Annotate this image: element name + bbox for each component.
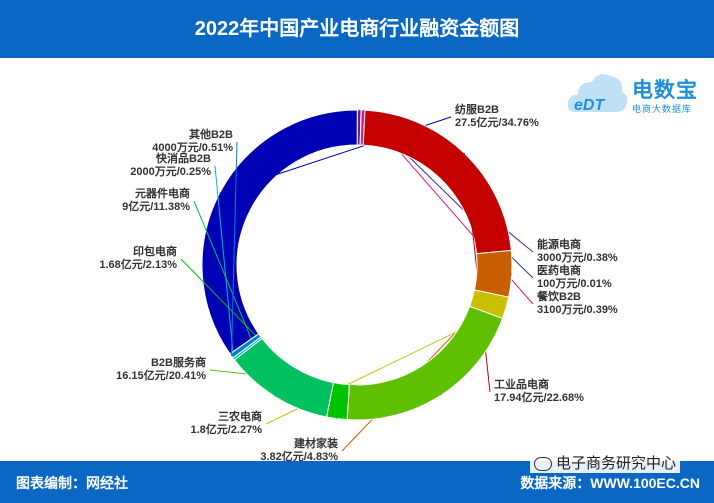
- slice-value-8: 1.68亿元/2.13%: [99, 257, 177, 271]
- logo-cn: 电数宝: [632, 79, 698, 102]
- cloud-logo-icon: eDT: [567, 74, 628, 114]
- logo-en: eDT: [574, 97, 605, 114]
- slice-value-0: 27.5亿元/34.76%: [455, 115, 539, 129]
- slice-value-5: 3.82亿元/4.83%: [260, 449, 338, 461]
- slice-value-11: 4000万元/0.51%: [152, 141, 233, 154]
- chart-title: 2022年中国产业电商行业融资金额图: [0, 0, 714, 58]
- slice-label-2: 医药电商: [537, 263, 581, 277]
- slice-label-11: 其他B2B: [189, 127, 233, 141]
- slice-label-5: 建材家装: [294, 436, 338, 450]
- slice-label-3: 餐饮B2B: [536, 289, 581, 303]
- slice-label-0: 纺服B2B: [455, 102, 499, 116]
- slice-7: [346, 305, 504, 421]
- slice-value-2: 100万元/0.01%: [537, 277, 612, 290]
- leader-line-9: [193, 200, 276, 397]
- watermark: 电子商务研究中心: [530, 452, 681, 473]
- leader-line-11: [230, 141, 238, 356]
- slice-label-10: 快消品B2B: [155, 151, 211, 165]
- slice-value-10: 2000万元/0.25%: [130, 165, 211, 178]
- slice-label-7: B2B服务商: [151, 355, 206, 369]
- footer-source: 数据来源：WWW.100EC.CN: [520, 475, 700, 491]
- slice-label-4: 工业品电商: [494, 377, 549, 391]
- slice-value-7: 16.15亿元/20.41%: [116, 368, 206, 382]
- slice-value-4: 17.94亿元/22.68%: [494, 390, 584, 404]
- slice-value-1: 3000万元/0.38%: [537, 251, 618, 264]
- slice-11: [229, 333, 262, 359]
- slice-label-6: 三农电商: [218, 409, 262, 423]
- wechat-icon: [534, 457, 552, 472]
- slice-label-8: 印包电商: [133, 244, 177, 258]
- slice-4: [362, 109, 512, 255]
- edt-logo: eDT 电数宝 电商大数据库: [566, 66, 706, 126]
- slice-value-3: 3100万元/0.39%: [537, 303, 618, 316]
- watermark-text: 电子商务研究中心: [556, 455, 677, 472]
- slice-value-6: 1.8亿元/2.27%: [190, 422, 262, 436]
- logo-sub: 电商大数据库: [632, 104, 693, 114]
- slice-9: [233, 337, 335, 418]
- slice-5: [473, 249, 513, 298]
- slice-label-9: 元器件电商: [135, 186, 190, 200]
- slice-value-9: 9亿元/11.38%: [122, 199, 190, 213]
- footer-editor: 图表编制：网经社: [16, 475, 128, 491]
- slice-label-1: 能源电商: [537, 237, 581, 251]
- leader-line-10: [214, 165, 235, 359]
